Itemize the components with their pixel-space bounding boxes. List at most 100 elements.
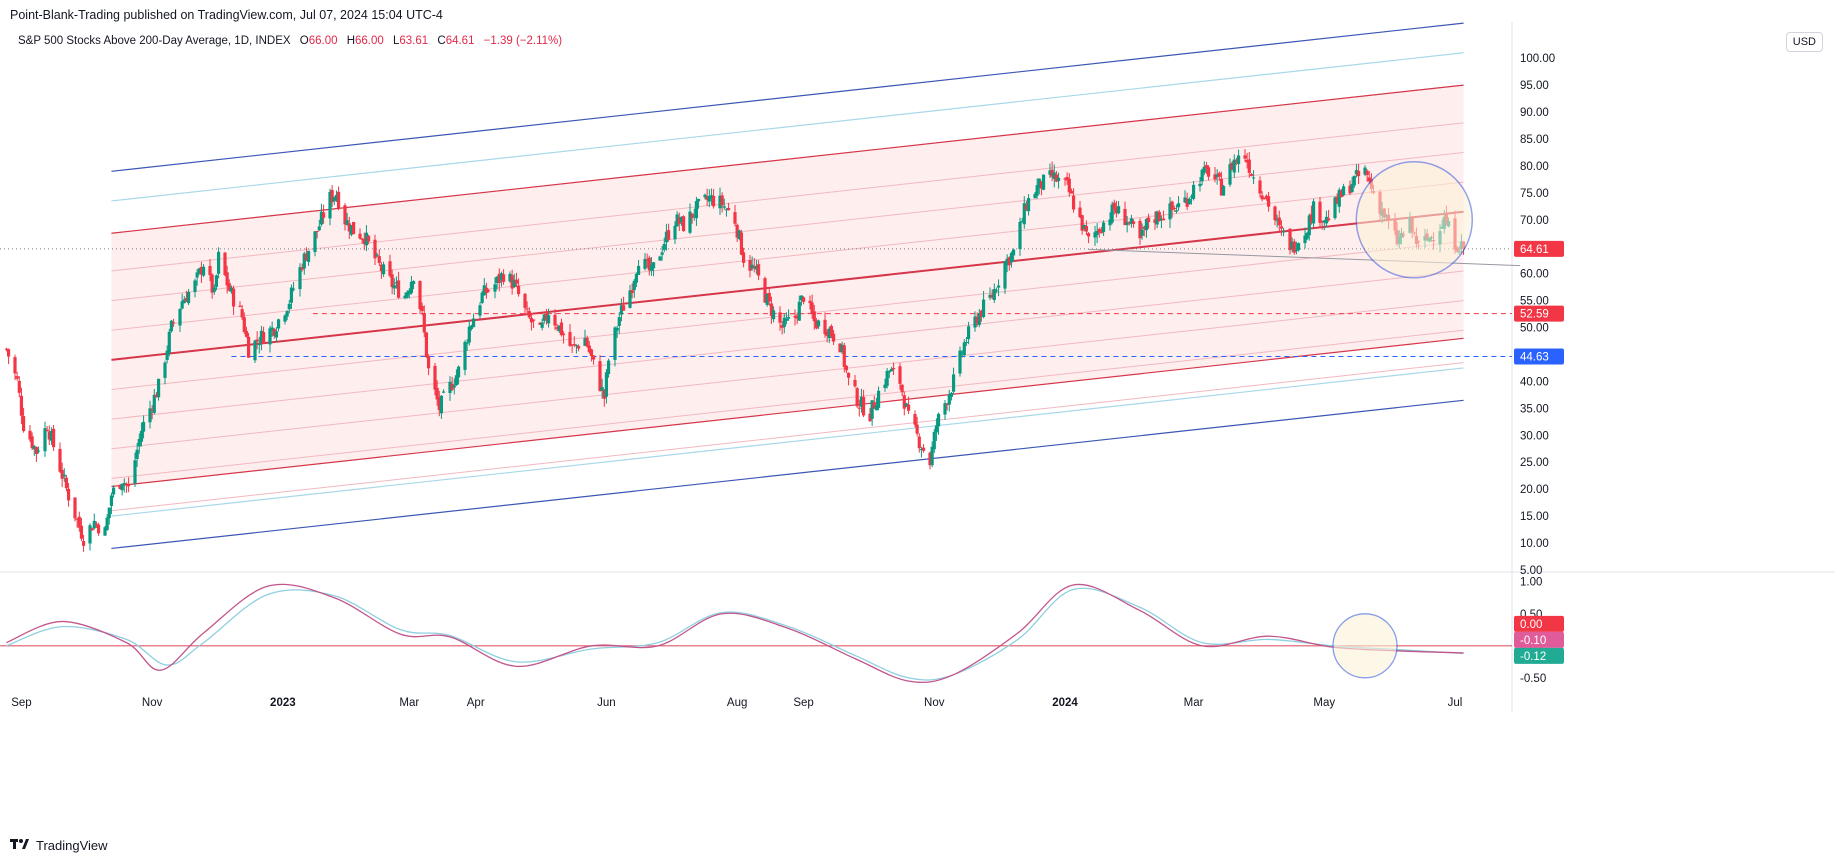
candle-body[interactable] (508, 273, 512, 282)
candle-body[interactable] (885, 371, 889, 386)
candle-body[interactable] (1153, 219, 1157, 223)
candle-body[interactable] (673, 225, 677, 240)
candle-body[interactable] (1114, 207, 1119, 214)
candle-body[interactable] (441, 391, 446, 393)
candle-body[interactable] (861, 396, 866, 416)
candle-body[interactable] (602, 389, 606, 399)
candle-body[interactable] (336, 191, 341, 209)
candle-body[interactable] (347, 223, 351, 232)
candle-body[interactable] (478, 305, 482, 316)
candle-body[interactable] (568, 332, 572, 346)
candle-body[interactable] (1204, 165, 1209, 169)
candle-body[interactable] (1125, 222, 1129, 225)
candle-body[interactable] (1266, 196, 1271, 207)
candle-body[interactable] (1326, 218, 1331, 221)
candle-body[interactable] (561, 333, 566, 336)
candle-body[interactable] (780, 325, 784, 328)
candle-body[interactable] (525, 308, 529, 310)
candle-body[interactable] (977, 313, 981, 325)
candle-body[interactable] (482, 285, 486, 296)
candle-body[interactable] (660, 252, 664, 255)
candle-body[interactable] (1356, 170, 1361, 177)
candle-body[interactable] (1354, 170, 1359, 175)
candle-body[interactable] (516, 285, 521, 295)
candle-body[interactable] (287, 303, 291, 310)
candle-body[interactable] (141, 421, 146, 432)
candle-body[interactable] (1159, 218, 1164, 221)
candle-body[interactable] (1213, 174, 1217, 180)
candle-body[interactable] (1247, 159, 1251, 173)
candle-body[interactable] (88, 525, 92, 544)
candle-body[interactable] (932, 431, 936, 450)
candle-body[interactable] (1183, 197, 1187, 203)
candle-body[interactable] (538, 322, 542, 325)
candle-body[interactable] (994, 290, 999, 292)
candle-body[interactable] (1048, 170, 1052, 175)
candle-body[interactable] (1037, 178, 1041, 189)
candle-body[interactable] (510, 275, 514, 289)
candle-body[interactable] (276, 319, 281, 329)
candle-body[interactable] (600, 387, 604, 391)
currency-button[interactable]: USD (1785, 32, 1823, 52)
candle-body[interactable] (619, 305, 624, 315)
candle-body[interactable] (450, 383, 454, 390)
candle-body[interactable] (647, 257, 651, 271)
candle-body[interactable] (889, 369, 894, 372)
candle-body[interactable] (283, 315, 287, 322)
candle-body[interactable] (36, 450, 41, 452)
candle-body[interactable] (66, 488, 71, 501)
candle-body[interactable] (1108, 219, 1112, 226)
candle-body[interactable] (1157, 211, 1161, 222)
candle-body[interactable] (227, 283, 231, 291)
candle-body[interactable] (1129, 218, 1134, 224)
candle-body[interactable] (242, 317, 246, 332)
candle-body[interactable] (838, 343, 842, 353)
candle-body[interactable] (1003, 262, 1007, 289)
candle-body[interactable] (542, 314, 546, 321)
candle-body[interactable] (1084, 225, 1089, 232)
candle-body[interactable] (846, 372, 851, 378)
candle-body[interactable] (1365, 170, 1369, 175)
candle-body[interactable] (679, 216, 684, 222)
oscillator-signal-line[interactable] (6, 587, 1464, 681)
candle-body[interactable] (992, 289, 996, 300)
candle-body[interactable] (501, 274, 506, 282)
candle-body[interactable] (379, 264, 384, 271)
candle-body[interactable] (79, 525, 84, 539)
candle-body[interactable] (454, 375, 459, 386)
candle-body[interactable] (109, 495, 114, 506)
candle-body[interactable] (1335, 196, 1339, 204)
candle-body[interactable] (651, 262, 656, 269)
candle-body[interactable] (943, 403, 947, 415)
candle-body[interactable] (553, 314, 557, 326)
candle-body[interactable] (285, 311, 289, 317)
candle-body[interactable] (409, 281, 414, 294)
candle-body[interactable] (469, 325, 474, 330)
candle-body[interactable] (1206, 167, 1211, 177)
candle-body[interactable] (272, 329, 276, 336)
candle-body[interactable] (302, 253, 306, 269)
candle-body[interactable] (996, 285, 1001, 288)
candle-body[interactable] (1305, 232, 1309, 239)
candle-body[interactable] (718, 195, 722, 209)
candle-body[interactable] (1093, 232, 1097, 238)
candle-body[interactable] (452, 385, 456, 388)
candle-body[interactable] (405, 292, 409, 298)
candle-body[interactable] (396, 280, 401, 298)
candle-body[interactable] (634, 273, 639, 283)
candle-body[interactable] (703, 194, 707, 198)
candle-body[interactable] (1215, 174, 1219, 177)
candle-body[interactable] (617, 317, 621, 326)
candle-body[interactable] (1230, 162, 1234, 171)
candle-body[interactable] (1198, 183, 1202, 187)
candle-body[interactable] (186, 291, 191, 304)
candle-body[interactable] (765, 294, 769, 305)
candle-body[interactable] (1251, 177, 1256, 179)
candle-body[interactable] (1101, 222, 1106, 233)
candle-body[interactable] (739, 232, 744, 255)
candle-body[interactable] (1260, 195, 1264, 200)
candle-body[interactable] (649, 265, 654, 271)
candle-body[interactable] (486, 290, 491, 292)
candle-body[interactable] (471, 318, 476, 328)
candle-body[interactable] (171, 322, 176, 324)
